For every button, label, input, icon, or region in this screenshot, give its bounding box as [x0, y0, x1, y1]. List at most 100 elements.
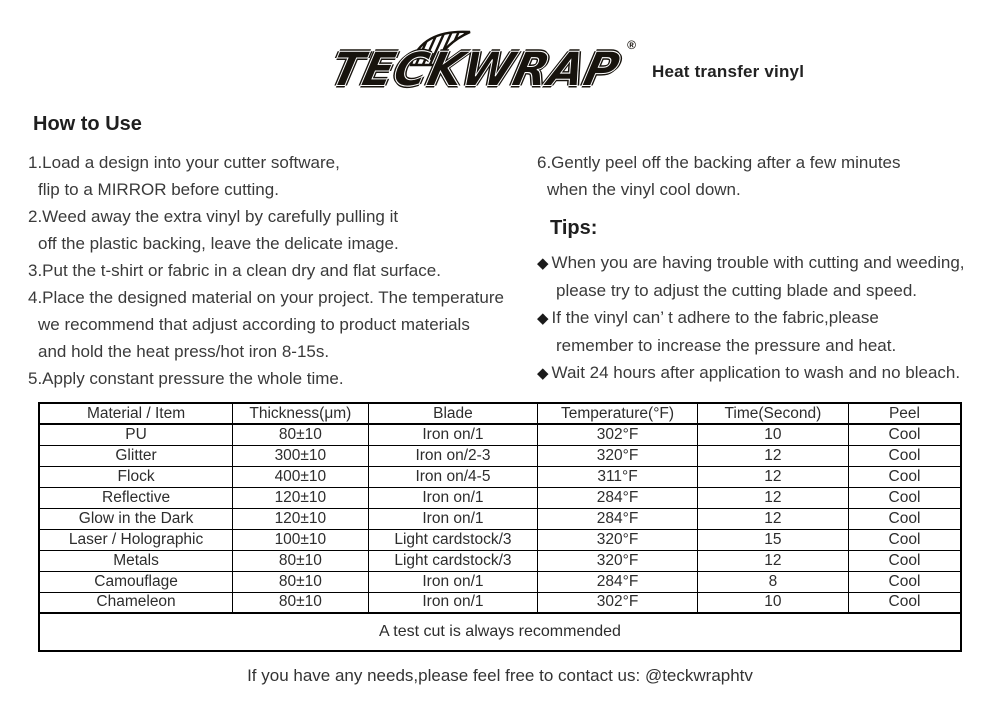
instruction-line: 2.Weed away the extra vinyl by carefully…: [28, 207, 399, 226]
diamond-bullet-icon: ◆: [537, 255, 549, 272]
column-header-temperature: Temperature(°F): [537, 402, 698, 425]
logo-wing-icon: [409, 30, 471, 67]
product-subtitle: Heat transfer vinyl: [652, 62, 805, 81]
cell-temperature: 320°F: [537, 549, 698, 572]
table-row: Glow in the Dark 120±10 Iron on/1 284°F …: [38, 507, 962, 530]
tip-line: ◆ If the vinyl can’ t adhere to the fabri…: [537, 304, 992, 332]
cell-temperature: 320°F: [537, 528, 698, 551]
cell-temperature: 302°F: [537, 591, 698, 614]
cell-thickness: 120±10: [232, 486, 369, 509]
cell-time: 12: [696, 549, 849, 572]
cell-blade: Iron on/1: [367, 486, 539, 509]
cell-blade: Light cardstock/3: [367, 528, 539, 551]
cell-material: Laser / Holographic: [38, 528, 234, 551]
cell-peel: Cool: [847, 591, 962, 614]
cell-material: PU: [38, 423, 234, 446]
cell-material: Reflective: [38, 486, 234, 509]
instruction-line: when the vinyl cool down.: [547, 180, 741, 199]
instruction-line: 1.Load a design into your cutter softwar…: [28, 153, 340, 172]
tip-text: When you are having trouble with cutting…: [551, 253, 965, 272]
registered-trademark-icon: ®: [627, 38, 636, 52]
cell-blade: Iron on/4-5: [367, 465, 539, 488]
cell-peel: Cool: [847, 528, 962, 551]
tip-line: remember to increase the pressure and he…: [556, 336, 897, 355]
instruction-line: we recommend that adjust according to pr…: [38, 315, 470, 334]
cell-time: 12: [696, 465, 849, 488]
table-row: Camouflage 80±10 Iron on/1 284°F 8 Cool: [38, 570, 962, 593]
cell-thickness: 80±10: [232, 591, 369, 614]
cell-peel: Cool: [847, 570, 962, 593]
cell-temperature: 320°F: [537, 444, 698, 467]
cell-material: Camouflage: [38, 570, 234, 593]
table-row: Flock 400±10 Iron on/4-5 311°F 12 Cool: [38, 465, 962, 488]
diamond-bullet-icon: ◆: [537, 365, 549, 382]
cell-time: 15: [696, 528, 849, 551]
tip-line: ◆ Wait 24 hours after application to wash…: [537, 359, 992, 387]
column-header-material: Material / Item: [38, 402, 234, 425]
cell-time: 12: [696, 444, 849, 467]
cell-time: 12: [696, 507, 849, 530]
table-row: PU 80±10 Iron on/1 302°F 10 Cool: [38, 423, 962, 446]
cell-temperature: 311°F: [537, 465, 698, 488]
cell-blade: Iron on/2-3: [367, 444, 539, 467]
instruction-line: 6.Gently peel off the backing after a fe…: [537, 153, 901, 172]
instruction-line: 4.Place the designed material on your pr…: [28, 288, 504, 307]
cell-thickness: 400±10: [232, 465, 369, 488]
instruction-line: flip to a MIRROR before cutting.: [38, 180, 279, 199]
cell-thickness: 80±10: [232, 570, 369, 593]
cell-material: Metals: [38, 549, 234, 572]
test-cut-note: A test cut is always recommended: [38, 612, 962, 652]
cell-thickness: 80±10: [232, 549, 369, 572]
cell-temperature: 284°F: [537, 570, 698, 593]
instruction-line: 3.Put the t-shirt or fabric in a clean d…: [28, 261, 441, 280]
cell-time: 8: [696, 570, 849, 593]
cell-blade: Light cardstock/3: [367, 549, 539, 572]
cell-blade: Iron on/1: [367, 423, 539, 446]
cell-peel: Cool: [847, 423, 962, 446]
cell-blade: Iron on/1: [367, 570, 539, 593]
cell-thickness: 300±10: [232, 444, 369, 467]
cell-material: Flock: [38, 465, 234, 488]
cell-temperature: 284°F: [537, 507, 698, 530]
instructions-left-column: 1.Load a design into your cutter softwar…: [28, 149, 533, 392]
instruction-line: and hold the heat press/hot iron 8-15s.: [38, 342, 330, 361]
cell-blade: Iron on/1: [367, 591, 539, 614]
table-row: Metals 80±10 Light cardstock/3 320°F 12 …: [38, 549, 962, 572]
cell-time: 12: [696, 486, 849, 509]
contact-note: If you have any needs,please feel free t…: [247, 666, 753, 685]
cell-material: Glow in the Dark: [38, 507, 234, 530]
column-header-thickness: Thickness(μm): [232, 402, 369, 425]
diamond-bullet-icon: ◆: [537, 310, 549, 327]
cell-temperature: 284°F: [537, 486, 698, 509]
cell-material: Chameleon: [38, 591, 234, 614]
cell-peel: Cool: [847, 507, 962, 530]
cell-peel: Cool: [847, 444, 962, 467]
cell-material: Glitter: [38, 444, 234, 467]
cell-peel: Cool: [847, 465, 962, 488]
table-note-row: A test cut is always recommended: [38, 612, 962, 652]
instruction-line: 5.Apply constant pressure the whole time…: [28, 369, 344, 388]
cell-thickness: 80±10: [232, 423, 369, 446]
teckwrap-logo: TECKWRAP ®: [325, 30, 636, 102]
table-row: Chameleon 80±10 Iron on/1 302°F 10 Cool: [38, 591, 962, 614]
cell-blade: Iron on/1: [367, 507, 539, 530]
cell-time: 10: [696, 591, 849, 614]
table-row: Glitter 300±10 Iron on/2-3 320°F 12 Cool: [38, 444, 962, 467]
how-to-use-title: How to Use: [33, 113, 142, 135]
cell-peel: Cool: [847, 549, 962, 572]
tips-title: Tips:: [550, 217, 598, 239]
instructions-right-column: 6.Gently peel off the backing after a fe…: [537, 149, 992, 387]
table-header-row: Material / Item Thickness(μm) Blade Temp…: [38, 402, 962, 425]
cell-peel: Cool: [847, 486, 962, 509]
instruction-line: off the plastic backing, leave the delic…: [38, 234, 399, 253]
table-row: Laser / Holographic 100±10 Light cardsto…: [38, 528, 962, 551]
column-header-peel: Peel: [847, 402, 962, 425]
logo-wordmark: TECKWRAP: [325, 41, 625, 97]
cell-thickness: 120±10: [232, 507, 369, 530]
table-row: Reflective 120±10 Iron on/1 284°F 12 Coo…: [38, 486, 962, 509]
column-header-time: Time(Second): [696, 402, 849, 425]
cell-time: 10: [696, 423, 849, 446]
tip-text: Wait 24 hours after application to wash …: [551, 363, 961, 382]
cell-thickness: 100±10: [232, 528, 369, 551]
